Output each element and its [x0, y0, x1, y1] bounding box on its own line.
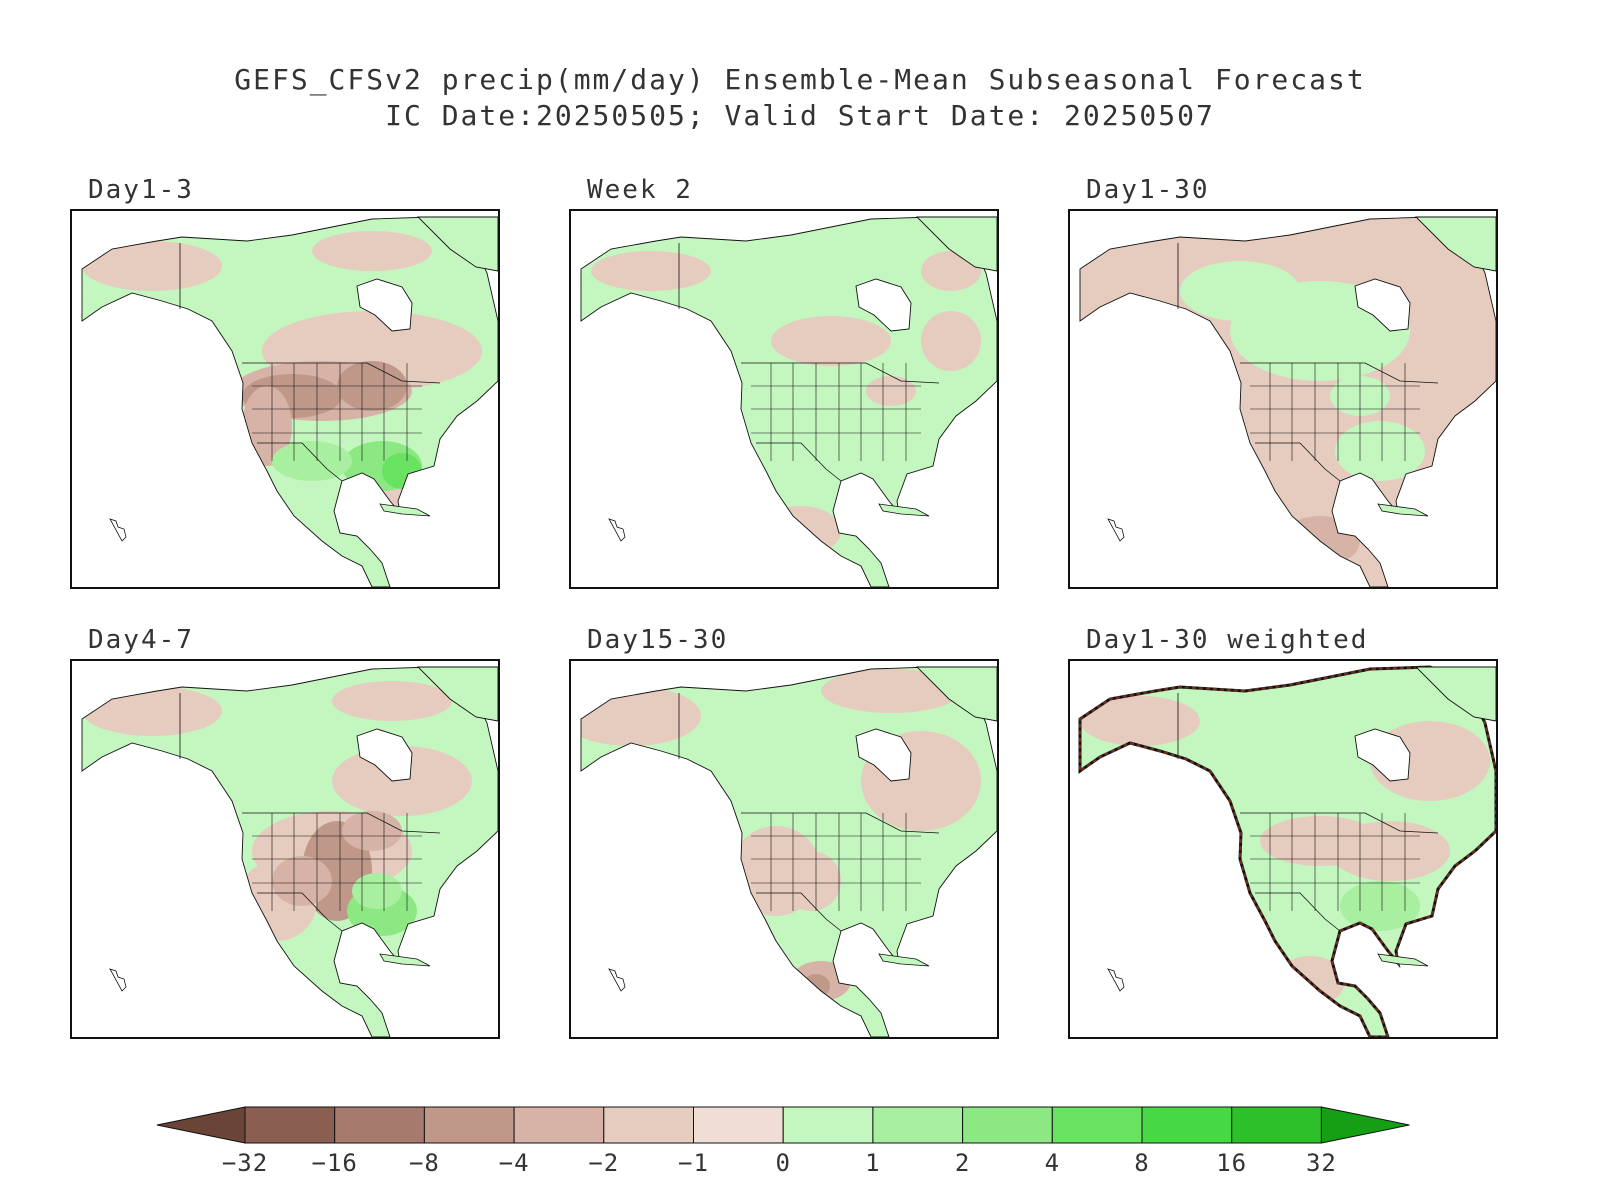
panel-title: Day4-7	[88, 625, 194, 655]
colorbar-tick-label: 8	[1134, 1149, 1150, 1177]
precip-map	[580, 666, 997, 1037]
precip-map	[580, 216, 997, 587]
map-frame	[1068, 659, 1498, 1039]
colorbar-tick-label: −8	[408, 1149, 440, 1177]
colorbar-tick-label: 4	[1044, 1149, 1061, 1177]
colorbar-tick-label: 1	[865, 1149, 881, 1177]
colorbar-box	[782, 1106, 874, 1144]
colorbar-box	[962, 1106, 1053, 1144]
colorbar-box	[1051, 1106, 1143, 1144]
colorbar-box	[513, 1106, 605, 1144]
colorbar-svg	[156, 1106, 1410, 1144]
panel-week2: Week 2	[569, 175, 999, 589]
colorbar-arrow-high	[1320, 1106, 1410, 1144]
title-line-1: GEFS_CFSv2 precip(mm/day) Ensemble-Mean …	[234, 63, 1366, 96]
colorbar-box	[334, 1106, 425, 1144]
map-frame	[1068, 209, 1498, 589]
colorbar-box	[872, 1106, 964, 1144]
colorbar-tick-label: −16	[311, 1149, 358, 1177]
panel-day1-30-weighted: Day1-30 weighted	[1068, 625, 1498, 1039]
panel-day1-3: Day1-3	[70, 175, 500, 589]
colorbar-tick-label: 0	[775, 1149, 791, 1177]
colorbar-arrow-low	[156, 1106, 246, 1144]
colorbar-box	[244, 1106, 336, 1144]
colorbar-tick-label: −4	[498, 1149, 530, 1177]
panel-title: Day1-30	[1086, 175, 1210, 205]
panel-day1-30: Day1-30	[1068, 175, 1498, 589]
map-frame	[569, 659, 999, 1039]
map-frame	[569, 209, 999, 589]
colorbar-box	[603, 1106, 694, 1144]
colorbar-legend: −32 −16 −8 −4 −2 −1 0 1 2 4 8 16 32	[150, 1105, 1450, 1190]
panel-title: Day15-30	[587, 625, 729, 655]
panel-day4-7: Day4-7	[70, 625, 500, 1039]
precip-map	[81, 216, 498, 587]
colorbar-box	[1141, 1106, 1233, 1144]
precip-map	[1079, 216, 1496, 587]
colorbar-tick-label: 16	[1216, 1149, 1248, 1177]
figure-title: GEFS_CFSv2 precip(mm/day) Ensemble-Mean …	[0, 62, 1600, 134]
map-frame	[70, 659, 500, 1039]
precip-map	[1078, 665, 1496, 1037]
precip-map	[81, 666, 498, 1037]
panel-day15-30: Day15-30	[569, 625, 999, 1039]
colorbar-box	[693, 1106, 784, 1144]
panel-title: Day1-3	[88, 175, 194, 205]
colorbar-tick-label: −32	[221, 1149, 269, 1177]
colorbar-tick-label: 2	[954, 1149, 971, 1177]
colorbar-box	[1231, 1106, 1322, 1144]
colorbar-box	[423, 1106, 515, 1144]
panel-title: Week 2	[587, 175, 693, 205]
colorbar-tick-label: −1	[678, 1149, 709, 1177]
title-line-2: IC Date:20250505; Valid Start Date: 2025…	[385, 99, 1215, 132]
colorbar-tick-label: −2	[588, 1149, 620, 1177]
panel-title: Day1-30 weighted	[1086, 625, 1369, 655]
colorbar-tick-label: 32	[1305, 1149, 1337, 1177]
map-frame	[70, 209, 500, 589]
